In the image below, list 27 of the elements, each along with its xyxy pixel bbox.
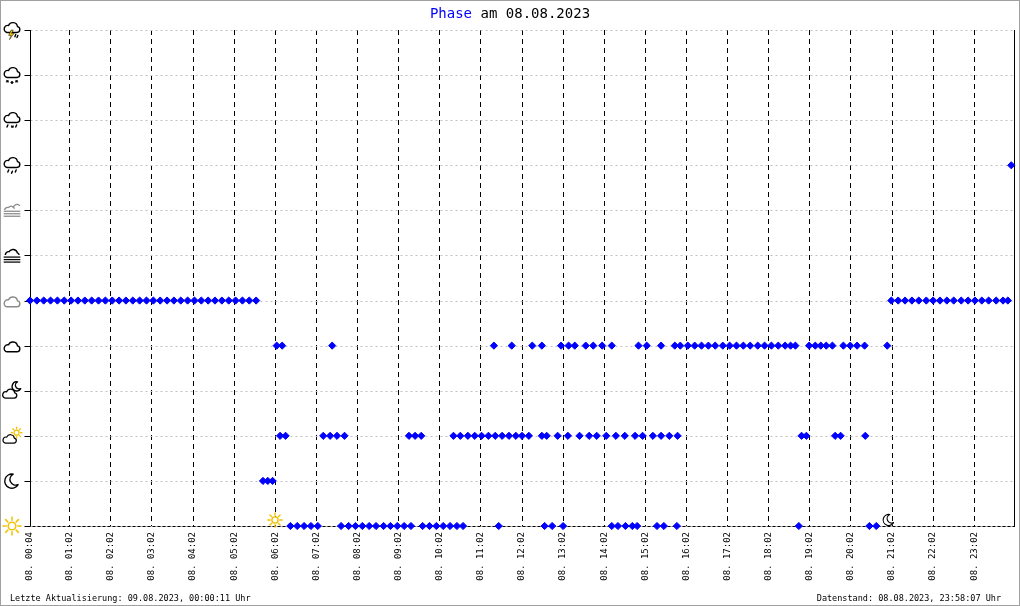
text: Letzte Aktualisierung: 09.08.2023, 00:00:11 Uhr bbox=[10, 593, 251, 604]
x-tick-label: 08. 14:02 bbox=[598, 532, 609, 581]
x-tick-label: 08. 21:02 bbox=[886, 532, 897, 581]
x-tick-label: 08. 03:02 bbox=[146, 532, 157, 581]
x-tick-label: 08. 16:02 bbox=[680, 532, 691, 581]
x-tick-label: 08. 23:02 bbox=[968, 532, 979, 581]
x-tick-label: 08. 01:02 bbox=[64, 532, 75, 581]
x-tick-label: 08. 02:02 bbox=[105, 532, 116, 581]
x-tick-label: 08. 08:02 bbox=[351, 532, 362, 581]
x-tick-label: 08. 12:02 bbox=[516, 532, 527, 581]
text: Datenstand: 08.08.2023, 23:58:07 Uhr bbox=[816, 593, 1001, 604]
x-tick-label: 08. 19:02 bbox=[804, 532, 815, 581]
x-tick-label: 08. 11:02 bbox=[475, 532, 486, 581]
x-tick-label: 08. 15:02 bbox=[639, 532, 650, 581]
x-tick-label: 08. 17:02 bbox=[721, 532, 732, 581]
x-tick-label: 08. 22:02 bbox=[927, 532, 938, 581]
x-tick-label: 08. 18:02 bbox=[763, 532, 774, 581]
x-tick-label: 08. 07:02 bbox=[310, 532, 321, 581]
x-tick-label: 08. 06:02 bbox=[269, 532, 280, 581]
x-tick-label: 08. 09:02 bbox=[393, 532, 403, 581]
x-tick-label: 08. 00:04 bbox=[24, 532, 35, 581]
x-tick-label: 08. 13:02 bbox=[557, 532, 568, 581]
x-tick-label: 08. 04:02 bbox=[187, 532, 198, 581]
x-tick-label: 08. 10:02 bbox=[434, 532, 445, 581]
chart-title: Phase am 08.08.2023 bbox=[429, 5, 591, 21]
x-tick-label: 08. 20:02 bbox=[845, 532, 856, 581]
x-tick-label: 08. 05:02 bbox=[228, 532, 239, 581]
